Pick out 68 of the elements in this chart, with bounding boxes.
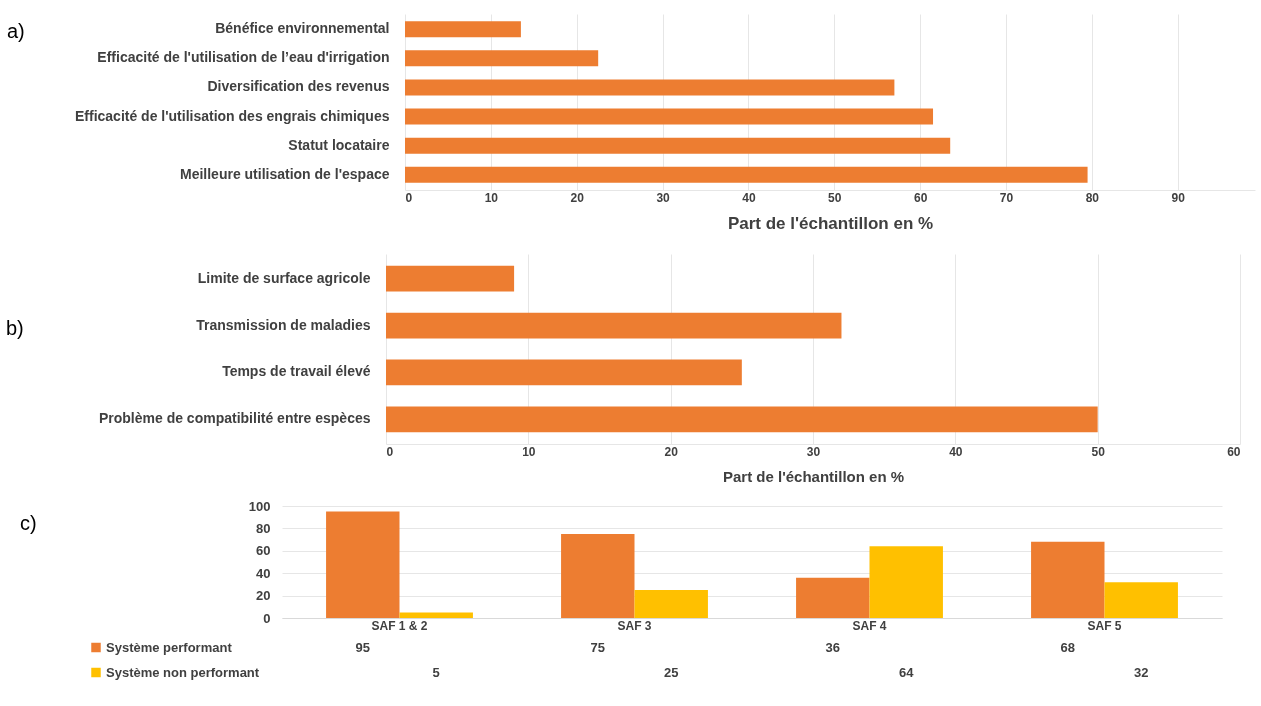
bar <box>1104 582 1178 618</box>
bar <box>405 21 521 38</box>
x-tick-label: 50 <box>1091 444 1106 459</box>
y-tick-label: Limite de surface agricole <box>197 269 371 286</box>
y-tick-label: 60 <box>256 543 271 559</box>
x-tick-label: 90 <box>1171 190 1186 205</box>
x-tick-label: 60 <box>913 190 928 205</box>
bar <box>634 590 708 618</box>
data-label: 32 <box>1133 664 1149 680</box>
x-tick-label: 0 <box>405 190 413 205</box>
x-tick-label: 30 <box>656 190 671 205</box>
x-tick-label: 30 <box>806 444 821 459</box>
bar <box>386 312 842 339</box>
x-tick-label: SAF 3 <box>617 618 652 633</box>
x-tick-label: SAF 4 <box>852 618 887 633</box>
data-label: 25 <box>663 664 679 680</box>
x-tick-label: 40 <box>949 444 963 459</box>
bar <box>796 577 870 618</box>
bar <box>405 137 951 154</box>
y-tick-label: Problème de compatibilité entre espèces <box>98 410 371 427</box>
y-tick-label: 20 <box>256 588 271 604</box>
bar <box>405 79 895 96</box>
x-tick-label: 20 <box>570 190 585 205</box>
y-tick-label: Efficacité de l'utilisation des engrais chimiques <box>74 107 390 124</box>
y-tick-label: 100 <box>248 498 271 514</box>
data-label: 75 <box>590 639 606 655</box>
x-tick-label: 60 <box>1227 444 1241 459</box>
bar <box>326 511 400 618</box>
data-label: 95 <box>355 639 371 655</box>
y-tick-label: 40 <box>256 565 271 581</box>
y-tick-label: Transmission de maladies <box>196 316 371 333</box>
text: c) <box>20 512 37 534</box>
x-tick-label: 70 <box>999 190 1014 205</box>
bar <box>561 534 635 618</box>
y-tick-label: Efficacité de l'utilisation de l’eau d'irrigation <box>97 49 390 66</box>
x-tick-label: 20 <box>664 444 679 459</box>
bar <box>386 406 1098 433</box>
x-tick-label: 50 <box>828 190 842 205</box>
y-tick-label: Bénéfice environnemental <box>215 20 390 37</box>
bar <box>405 50 599 67</box>
y-tick-label: Statut locataire <box>288 136 390 153</box>
x-axis-title: Part de l'échantillon en % <box>727 213 934 233</box>
bar <box>399 612 473 618</box>
x-tick-label: 10 <box>522 444 536 459</box>
bar <box>405 166 1088 183</box>
bar <box>386 359 742 386</box>
legend-label: Système performant <box>106 639 233 655</box>
y-tick-label: Meilleure utilisation de l'espace <box>179 165 390 182</box>
y-tick-label: Temps de travail élevé <box>222 363 371 380</box>
x-tick-label: SAF 1 & 2 <box>371 618 428 633</box>
legend-label: Système non performant <box>106 664 260 680</box>
x-axis-title: Part de l'échantillon en % <box>722 467 905 485</box>
bar <box>1031 541 1105 618</box>
text: a) <box>7 20 25 42</box>
bar <box>386 265 515 292</box>
data-label: 64 <box>898 664 915 680</box>
x-tick-label: 40 <box>742 190 756 205</box>
data-label: 36 <box>825 639 841 655</box>
data-label: 5 <box>432 664 440 680</box>
y-tick-label: 80 <box>256 520 271 536</box>
bar <box>405 108 934 125</box>
x-tick-label: SAF 5 <box>1087 618 1122 633</box>
y-tick-label: Diversification des revenus <box>207 78 390 95</box>
bar <box>869 546 943 618</box>
data-label: 68 <box>1060 639 1076 655</box>
x-tick-label: 10 <box>484 190 499 205</box>
x-tick-label: 80 <box>1085 190 1100 205</box>
text: b) <box>6 317 24 339</box>
